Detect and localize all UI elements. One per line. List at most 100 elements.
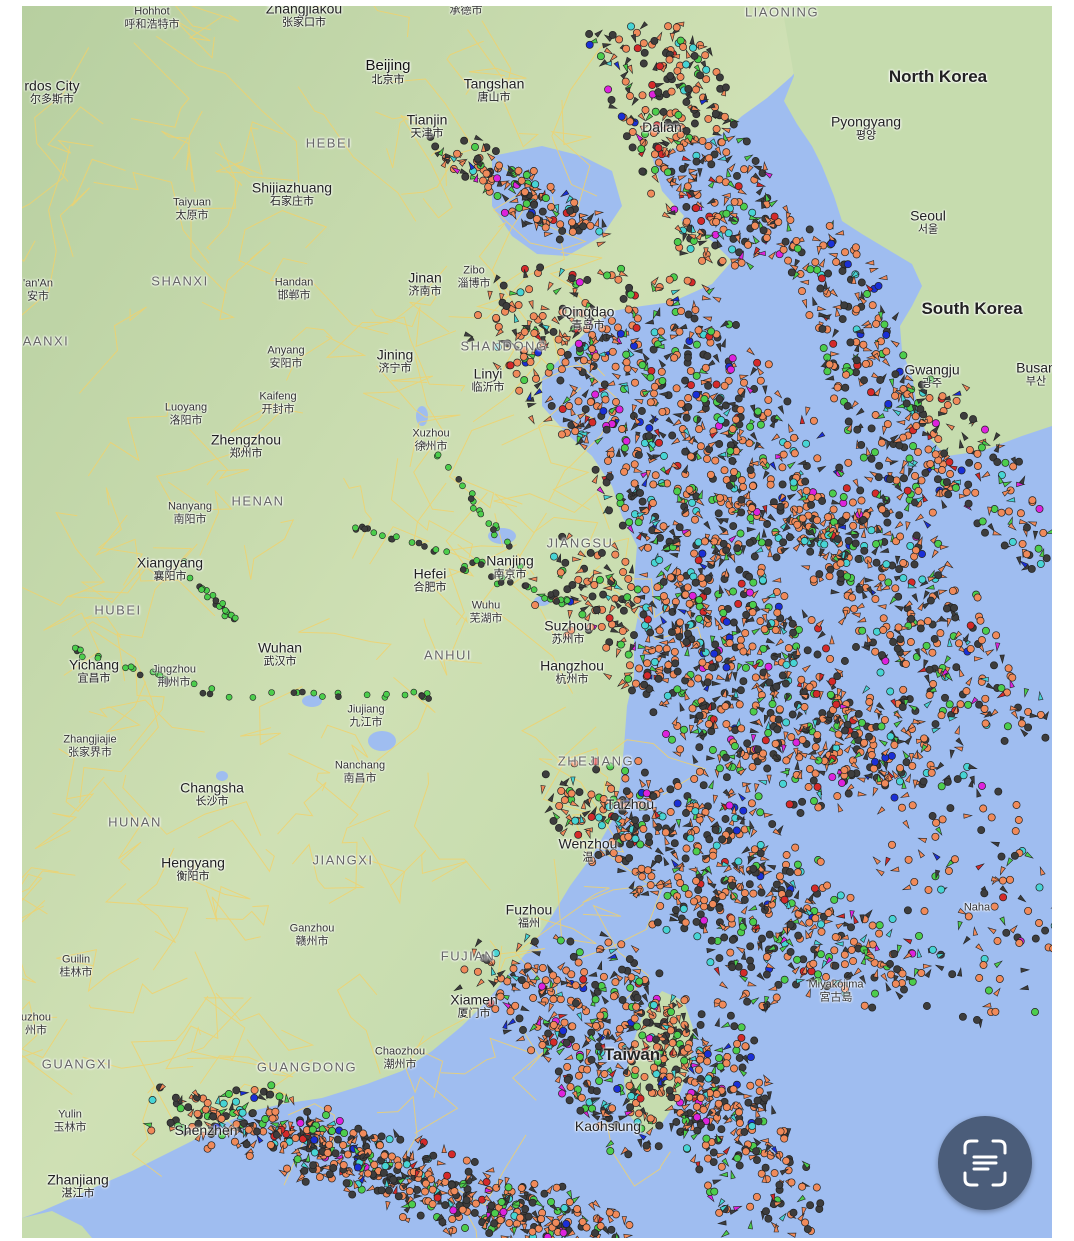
vessel-marker [717,138,726,147]
vessel-marker [720,933,729,942]
vessel-marker [621,774,630,783]
vessel-marker [995,975,1004,983]
vessel-marker [712,380,721,389]
vessel-marker [841,248,849,257]
vessel-marker [786,868,795,876]
vessel-marker [689,435,699,444]
vessel-marker [850,730,859,739]
vessel-marker [859,340,868,349]
vessel-marker [600,1070,609,1078]
vessel-marker [882,347,891,356]
vessel-marker [248,1109,257,1118]
vessel-marker [648,442,655,453]
vessel-marker [666,573,675,582]
vessel-marker [558,405,567,414]
vessel-marker [769,418,776,429]
vessel-marker [840,301,849,310]
vessel-marker [788,423,794,433]
vessel-marker [670,289,681,296]
vessel-marker [691,204,700,213]
vessel-marker [583,276,592,284]
vessel-marker [682,60,691,69]
vessel-marker [830,394,839,403]
vessel-marker [675,523,684,532]
vessel-marker [696,1093,705,1102]
vessel-marker [676,879,685,887]
vessel-marker [926,596,935,605]
vessel-marker [379,1168,388,1177]
vessel-marker [673,799,682,808]
vessel-marker [763,408,772,417]
vessel-marker [928,945,937,954]
vessel-marker [859,453,868,462]
vessel-marker [730,258,740,264]
vessel-marker [700,537,709,546]
vessel-marker [685,1093,694,1102]
vessel-marker [717,1162,726,1171]
vessel-marker [266,1141,275,1149]
vessel-marker [624,574,633,583]
vessel-marker [682,217,691,226]
vessel-marker [807,500,816,509]
vessel-marker [729,120,738,129]
vessel-marker [568,1022,577,1031]
vessel-marker [493,343,502,352]
vessel-marker [735,700,744,709]
vessel-marker [380,1151,389,1160]
vessel-marker [470,1158,479,1166]
vessel-marker [886,631,895,639]
vessel-marker [526,391,532,401]
vessel-marker [540,305,551,311]
vessel-marker [936,629,945,638]
vessel-marker [790,449,799,458]
vessel-marker [721,192,731,198]
vessel-marker [801,1218,810,1227]
vessel-marker [868,1003,877,1012]
vessel-marker [910,877,919,886]
vessel-marker [712,217,721,226]
vessel-marker [771,626,780,634]
vessel-marker [655,969,664,978]
vessel-marker [611,362,620,371]
vessel-marker [598,332,604,343]
vessel-marker [603,494,614,501]
map-canvas[interactable] [22,6,1052,1238]
vessel-marker [605,380,616,386]
vessel-marker [637,864,646,873]
vessel-marker [571,981,580,990]
vessel-marker [774,218,783,227]
vessel-marker [942,604,951,613]
vessel-marker [668,1038,677,1047]
vessel-marker [792,236,801,245]
vessel-marker [655,438,663,447]
vessel-marker [641,390,652,397]
vessel-marker [663,168,672,177]
vessel-marker [166,1118,175,1127]
vessel-marker [734,182,743,191]
vessel-marker [981,694,990,703]
vessel-marker [565,402,574,410]
vessel-marker [689,43,697,52]
vessel-marker [695,615,704,623]
vessel-marker [860,738,869,747]
vessel-marker [676,574,685,583]
vessel-marker [577,1093,586,1102]
vessel-marker [796,809,805,817]
vessel-marker [739,677,748,686]
vessel-marker [959,771,968,780]
vessel-marker [636,511,647,518]
vessel-marker [308,1125,317,1134]
vessel-marker [684,353,692,362]
vessel-marker [829,505,838,514]
vessel-marker [634,1109,643,1118]
vessel-marker [819,517,828,527]
vessel-marker [691,515,699,524]
vessel-marker [922,641,931,650]
vessel-marker [817,920,825,929]
ship-traffic-map[interactable]: North Korea South Korea LIAONING HEBEI S… [22,6,1052,1238]
vessel-marker [672,412,682,419]
vessel-marker [739,483,748,491]
vessel-marker [690,51,699,60]
vessel-marker [693,1113,702,1122]
vessel-marker [703,587,712,596]
